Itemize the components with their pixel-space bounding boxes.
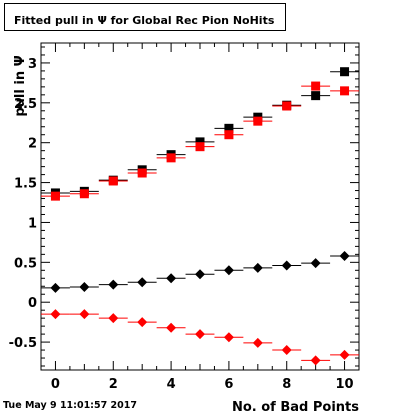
- y-tick-label: 2.5: [14, 97, 37, 112]
- data-point-square: [50, 191, 60, 201]
- data-point-diamond: [339, 349, 350, 360]
- data-point-diamond: [281, 345, 292, 356]
- data-point-square: [137, 168, 147, 178]
- data-point-diamond: [252, 337, 263, 348]
- data-point-diamond: [108, 279, 119, 290]
- data-point-square: [340, 86, 350, 96]
- date-stamp: Tue May 9 11:01:57 2017: [3, 400, 137, 411]
- data-point-square: [340, 67, 350, 77]
- data-point-square: [224, 123, 234, 133]
- data-point-diamond: [223, 265, 234, 276]
- x-tick-label: 0: [51, 377, 60, 392]
- y-axis-label: pull in Ψ: [13, 55, 28, 116]
- data-point-diamond: [339, 250, 350, 261]
- data-point-diamond: [252, 262, 263, 273]
- series-group: [41, 67, 359, 366]
- data-point-diamond: [310, 258, 321, 269]
- data-point-diamond: [50, 282, 61, 293]
- data-point-diamond: [195, 269, 205, 280]
- data-point-square: [311, 81, 321, 91]
- data-point-diamond: [223, 332, 234, 343]
- data-point-square: [166, 153, 176, 163]
- data-point-diamond: [166, 322, 177, 333]
- y-tick-label: 1: [28, 216, 37, 231]
- data-point-square: [108, 176, 118, 186]
- data-point-diamond: [137, 277, 148, 288]
- data-point-square: [79, 189, 89, 199]
- y-tick-label: 1.5: [14, 177, 37, 192]
- y-tick-label: 0.5: [14, 256, 37, 271]
- chart-title-box: Fitted pull in Ψ for Global Rec Pion NoH…: [4, 3, 286, 31]
- data-point-diamond: [79, 282, 90, 293]
- axis-ticks: 0 2 4 6 8 10 -0.5 0 0.5 1 1.5 2 2.5 3: [9, 43, 359, 392]
- data-point-diamond: [50, 309, 61, 320]
- x-tick-label: 4: [167, 377, 176, 392]
- data-point-square: [195, 142, 205, 152]
- data-point-diamond: [137, 317, 148, 328]
- y-tick-label: -0.5: [9, 336, 37, 351]
- data-point-square: [253, 116, 263, 126]
- y-tick-label: 2: [28, 137, 37, 152]
- chart-title: Fitted pull in Ψ for Global Rec Pion NoH…: [14, 14, 275, 27]
- x-tick-label: 8: [282, 377, 291, 392]
- y-tick-label: 3: [28, 57, 37, 72]
- x-tick-label: 10: [335, 377, 353, 392]
- data-point-square: [224, 130, 234, 140]
- data-point-diamond: [195, 329, 205, 340]
- data-point-diamond: [310, 355, 321, 366]
- data-point-diamond: [79, 309, 90, 320]
- data-point-square: [195, 137, 205, 147]
- x-tick-label: 6: [224, 377, 233, 392]
- data-point-square: [311, 91, 321, 101]
- y-tick-label: 0: [28, 296, 37, 311]
- data-point-diamond: [108, 313, 119, 324]
- data-point-square: [282, 101, 292, 111]
- x-tick-label: 2: [109, 377, 118, 392]
- data-point-diamond: [281, 260, 292, 271]
- data-point-diamond: [166, 273, 177, 284]
- x-axis-label: No. of Bad Points: [232, 400, 359, 414]
